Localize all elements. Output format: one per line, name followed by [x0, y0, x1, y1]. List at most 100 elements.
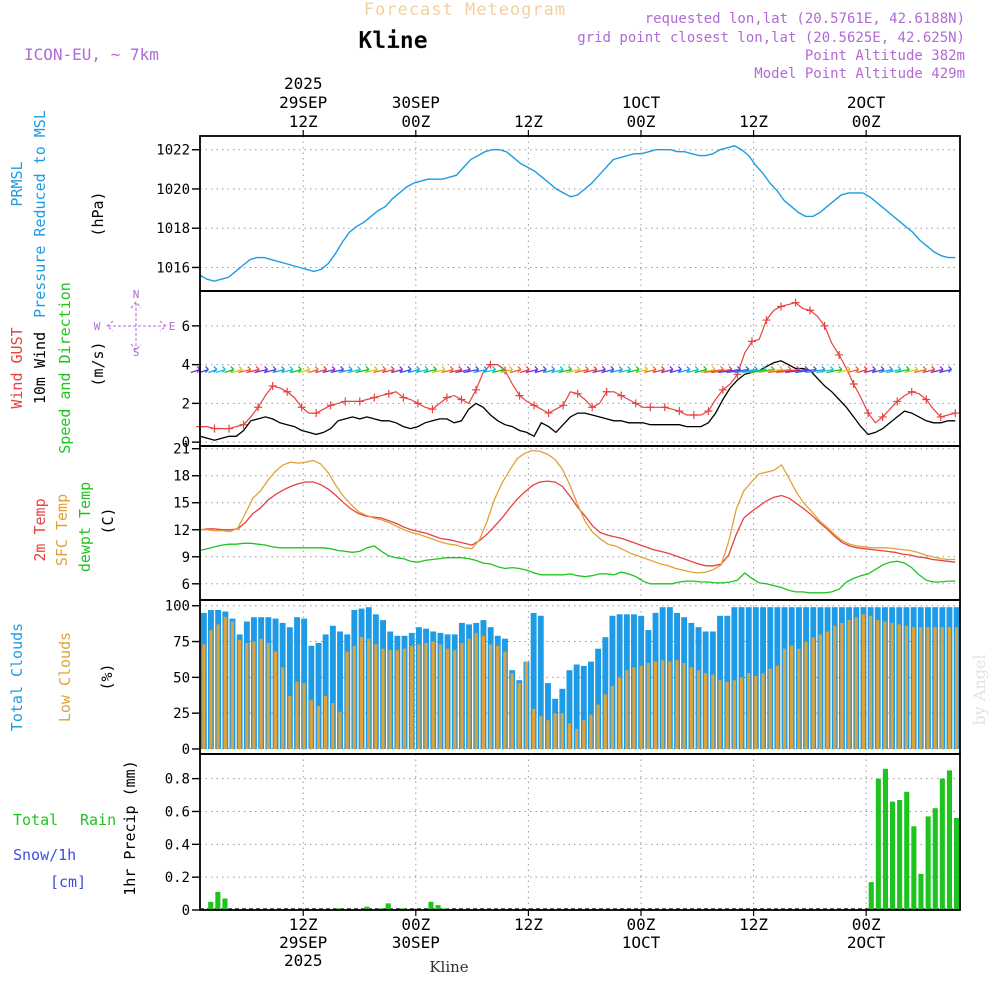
y-tick-label: 0	[182, 435, 190, 451]
low-cloud-bar	[524, 661, 528, 749]
gust-marker	[806, 306, 815, 315]
low-cloud-bar	[216, 624, 220, 749]
time-label-top: 12Z	[289, 112, 318, 131]
low-cloud-bar	[539, 716, 543, 749]
low-cloud-bar	[704, 673, 708, 749]
gust-marker	[341, 397, 350, 406]
total-cloud-bar	[588, 661, 594, 749]
time-label-bottom: 29SEP	[279, 933, 327, 952]
wind-arrow	[308, 366, 319, 374]
wind-arrow	[299, 366, 311, 374]
gust-marker	[399, 393, 408, 402]
precip-bar	[918, 873, 924, 910]
dewpt-label: dewpt Temp	[76, 482, 94, 572]
low-cloud-bar	[840, 622, 844, 749]
low-cloud-bar	[445, 648, 450, 749]
time-label-top: 1OCT	[622, 93, 661, 112]
total-cloud-bar	[337, 631, 343, 749]
low-cloud-bar	[417, 644, 421, 749]
time-label-top: 12Z	[739, 112, 768, 131]
precip-bar	[385, 903, 391, 910]
low-cloud-bar	[503, 651, 507, 749]
pressure-label-prmsl: PRMSL	[8, 161, 26, 206]
sfc-temp-line	[200, 449, 956, 574]
compass-s: S	[133, 346, 140, 359]
y-tick-label: 0	[182, 742, 190, 758]
model-label: ICON-EU, ~ 7km	[24, 45, 159, 64]
time-label-top: 2025	[284, 74, 323, 93]
gust-marker	[370, 393, 379, 402]
low-cloud-bar	[338, 711, 342, 749]
wind-arrow	[501, 366, 513, 374]
gust-marker	[951, 409, 960, 418]
time-label-top: 2OCT	[847, 93, 886, 112]
time-label-bottom: 00Z	[401, 915, 430, 934]
low-cloud-bar	[560, 713, 564, 749]
total-cloud-bar	[545, 683, 551, 749]
time-label-bottom: 1OCT	[622, 933, 661, 952]
precip-bar	[435, 905, 441, 910]
low-cloud-bar	[868, 615, 873, 749]
low-cloud-bar	[273, 651, 277, 749]
low-cloud-bar	[553, 713, 557, 749]
low-cloud-bar	[790, 645, 794, 749]
gust-marker	[530, 401, 539, 410]
low-cloud-bar	[811, 637, 815, 749]
low-cloud-bar	[453, 650, 457, 749]
clouds-unit: (%)	[98, 663, 116, 690]
low-cloud-bar	[230, 621, 234, 749]
gust-marker	[675, 407, 684, 416]
compass-w: W	[94, 320, 101, 333]
gust-marker	[878, 412, 887, 421]
low-cloud-bar	[395, 650, 399, 749]
low-cloud-bar	[883, 621, 887, 749]
low-cloud-bar	[632, 667, 636, 749]
low-cloud-bar	[876, 620, 880, 749]
total-cloud-bar	[537, 615, 544, 749]
low-cloud-bar	[481, 635, 485, 749]
total-cloud-bar	[329, 625, 336, 749]
precip-rain-label: Rain	[80, 811, 116, 829]
wind-gust-label: Wind GUST	[8, 327, 26, 408]
low-cloud-bar	[646, 663, 650, 749]
low-cloud-bar	[768, 668, 772, 749]
low-cloud-bar	[775, 665, 779, 749]
y-tick-label: 0	[182, 903, 190, 919]
low-cloud-bar	[739, 677, 744, 749]
low-cloud-bar	[381, 648, 385, 749]
gust-marker	[210, 424, 219, 433]
point-altitude: Point Altitude 382m	[805, 48, 965, 64]
gust-marker	[457, 395, 466, 404]
wind-arrow	[215, 366, 226, 374]
total-cloud-bar	[731, 607, 738, 749]
y-tick-label: 4	[182, 358, 190, 374]
gust-marker	[646, 403, 655, 412]
compass-rose-icon	[106, 301, 167, 351]
low-cloud-bar	[689, 667, 693, 749]
low-cloud-bar	[517, 683, 521, 749]
time-label-top: 12Z	[514, 112, 543, 131]
y-tick-label: 6	[182, 577, 190, 593]
low-cloud-bar	[596, 704, 600, 749]
pressure-unit: (hPa)	[89, 191, 107, 236]
gust-marker	[849, 380, 858, 388]
low-cloud-bar	[309, 700, 313, 749]
gust-marker	[588, 403, 597, 412]
time-label-top: 00Z	[627, 112, 656, 131]
gust-marker	[326, 401, 335, 410]
location-title: Kline	[358, 28, 427, 54]
gust-marker	[515, 391, 524, 400]
time-label-bottom: 2025	[284, 951, 323, 970]
gust-marker	[428, 405, 437, 414]
y-tick-label: 100	[165, 599, 190, 615]
precip-bar	[904, 791, 910, 910]
low-cloud-bar	[388, 650, 392, 749]
low-cloud-bar	[209, 630, 213, 749]
gust-marker	[660, 403, 669, 412]
gust-marker	[355, 397, 364, 406]
pressure-label-desc: Pressure Reduced to MSL	[31, 110, 49, 318]
total-cloud-bar	[573, 664, 580, 749]
low-cloud-bar	[424, 643, 428, 749]
wind-arrow	[190, 366, 201, 374]
low-cloud-bar	[352, 645, 356, 749]
